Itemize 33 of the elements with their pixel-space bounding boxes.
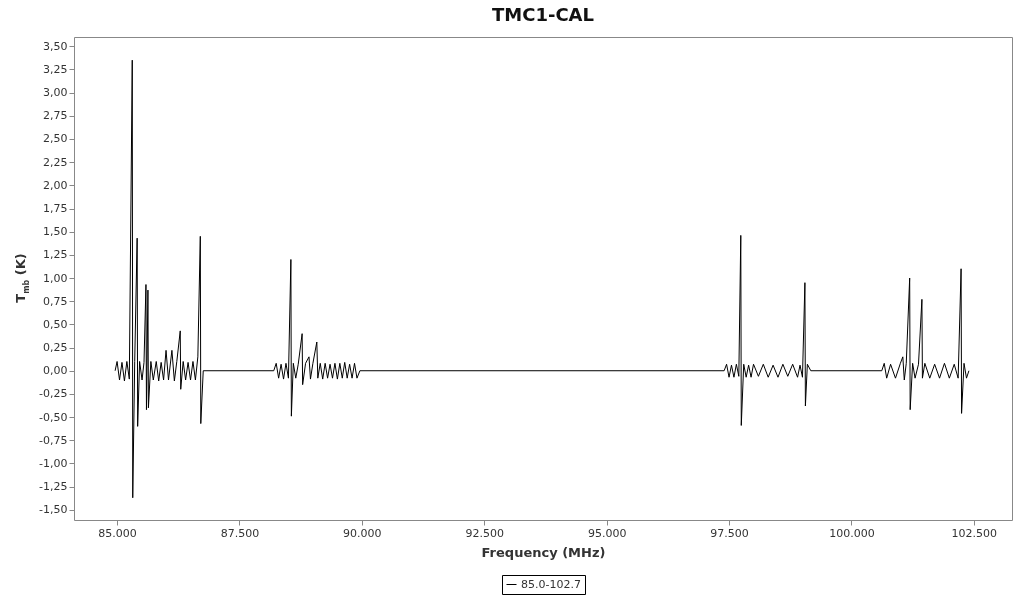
y-tick-label: 1,50 <box>43 225 68 239</box>
y-tick-label: 3,25 <box>43 62 68 76</box>
y-tick-label: 1,00 <box>43 271 68 285</box>
y-tick-label: 2,00 <box>43 178 68 192</box>
y-tick-label: 2,25 <box>43 155 68 169</box>
x-tick-label: 100.000 <box>829 526 875 540</box>
y-tick-label: 3,00 <box>43 86 68 100</box>
line-series <box>114 59 970 499</box>
y-tick-label: -1,50 <box>39 503 68 517</box>
x-axis-title: Frequency (MHz) <box>481 544 606 560</box>
x-tick-label: 92.500 <box>465 526 504 540</box>
y-tick-label: 0,00 <box>43 364 68 378</box>
y-tick-label: 1,75 <box>43 202 68 216</box>
legend-label: 85.0-102.7 <box>521 577 581 591</box>
y-tick-label: -0,50 <box>39 410 68 424</box>
y-tick-label: -1,00 <box>39 456 68 470</box>
y-tick-label: -0,25 <box>39 387 68 401</box>
chart-title: TMC1-CAL <box>491 4 595 25</box>
x-tick-label: 85.000 <box>98 526 137 540</box>
y-tick-label: -1,25 <box>39 480 68 494</box>
y-tick-label: -0,75 <box>39 433 68 447</box>
x-tick-label: 102.500 <box>951 526 998 540</box>
y-tick-label: 3,50 <box>43 39 68 53</box>
x-tick-label: 90.000 <box>343 526 382 540</box>
y-tick-label: 1,25 <box>43 248 68 262</box>
y-tick-label: 2,50 <box>43 132 68 146</box>
y-tick-label: 2,75 <box>43 109 68 123</box>
y-tick-label: 0,75 <box>43 294 68 308</box>
x-tick-label: 87.500 <box>220 526 260 540</box>
x-tick-label: 97.500 <box>710 526 749 540</box>
y-tick-label: 0,25 <box>43 341 68 355</box>
x-tick-label: 95.000 <box>587 526 627 540</box>
y-tick-label: 0,50 <box>43 317 68 331</box>
